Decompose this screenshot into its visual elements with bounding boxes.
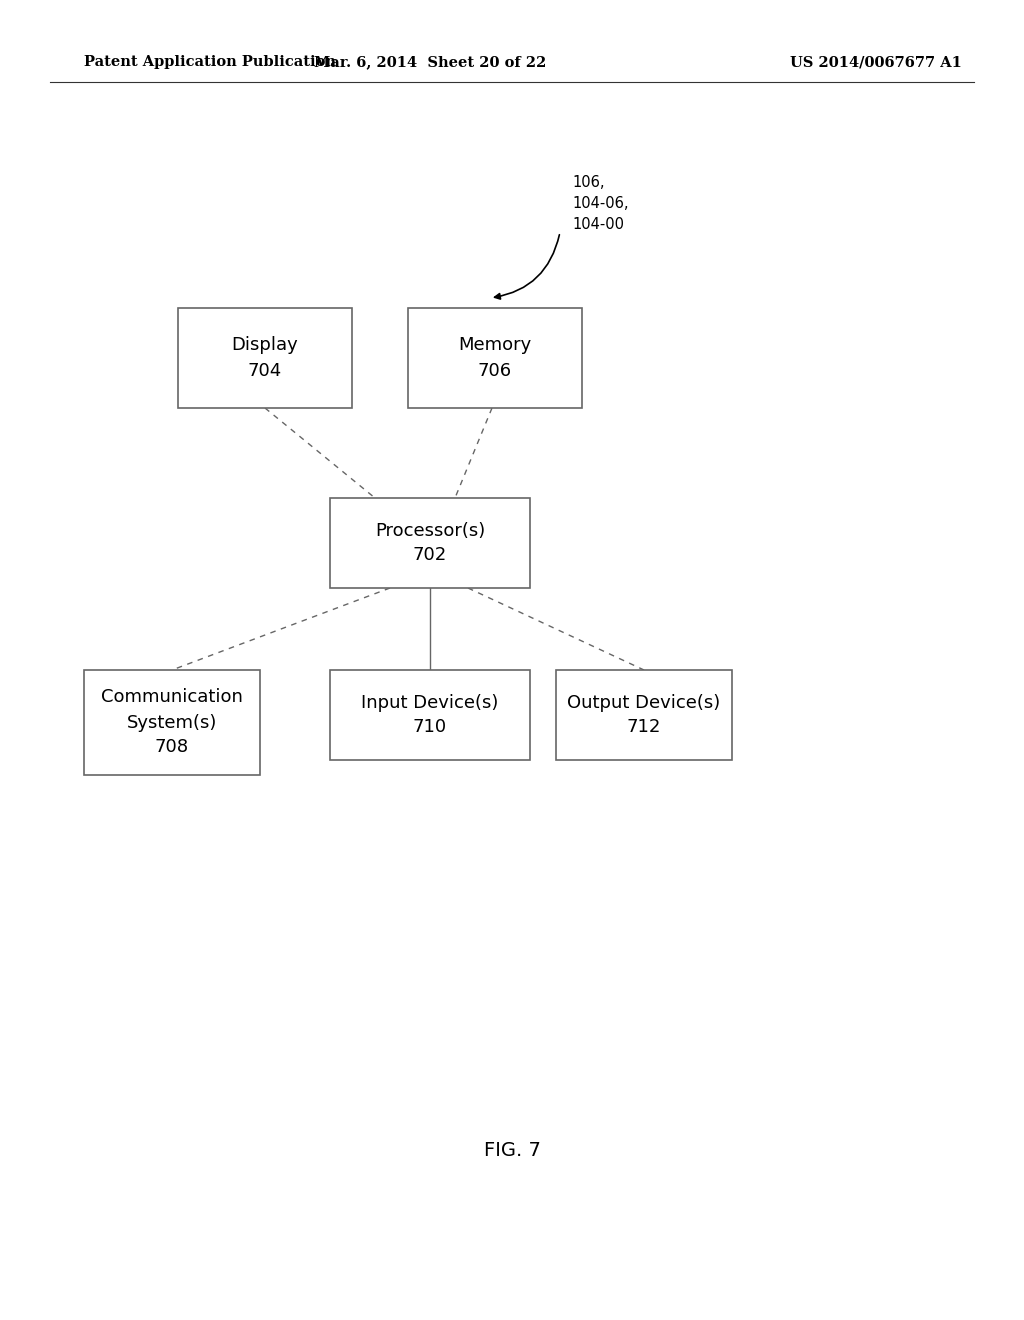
Bar bbox=[330, 671, 530, 760]
Bar bbox=[330, 498, 530, 587]
Text: Mar. 6, 2014  Sheet 20 of 22: Mar. 6, 2014 Sheet 20 of 22 bbox=[313, 55, 546, 69]
Bar bbox=[84, 671, 260, 775]
Text: Memory
706: Memory 706 bbox=[459, 337, 531, 380]
Text: US 2014/0067677 A1: US 2014/0067677 A1 bbox=[790, 55, 962, 69]
Text: Input Device(s)
710: Input Device(s) 710 bbox=[361, 693, 499, 737]
Bar bbox=[178, 308, 352, 408]
Text: FIG. 7: FIG. 7 bbox=[483, 1140, 541, 1159]
Text: Processor(s)
702: Processor(s) 702 bbox=[375, 521, 485, 565]
Text: 106,
104-06,
104-00: 106, 104-06, 104-00 bbox=[572, 176, 629, 232]
Bar bbox=[556, 671, 732, 760]
Text: Communication
System(s)
708: Communication System(s) 708 bbox=[101, 689, 243, 756]
Text: Patent Application Publication: Patent Application Publication bbox=[84, 55, 336, 69]
Text: Display
704: Display 704 bbox=[231, 337, 298, 380]
FancyArrowPatch shape bbox=[495, 235, 559, 300]
Bar bbox=[408, 308, 582, 408]
Text: Output Device(s)
712: Output Device(s) 712 bbox=[567, 693, 721, 737]
